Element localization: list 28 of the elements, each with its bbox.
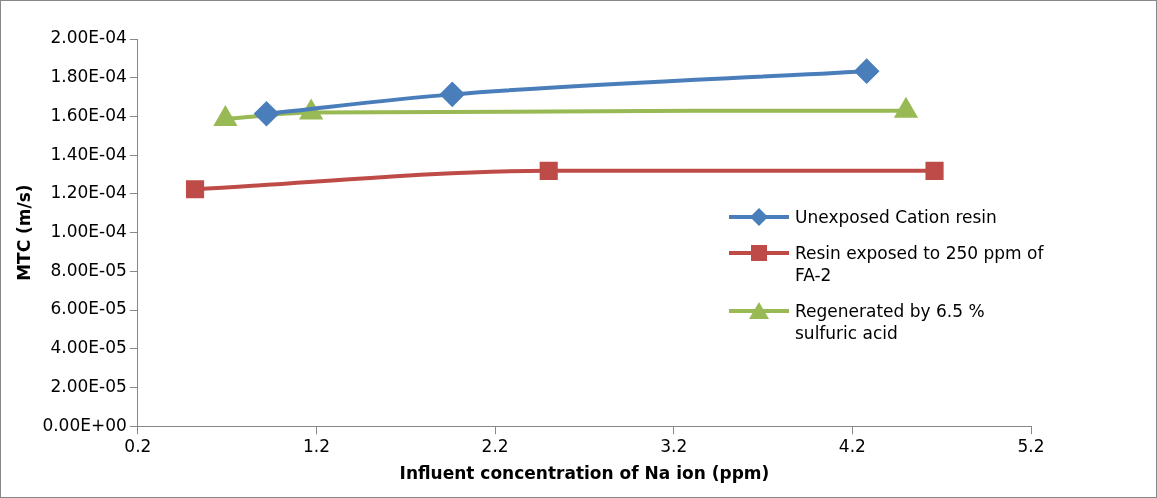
y-tick-label: 2.00E-05 <box>50 375 127 396</box>
y-tick-label: 1.60E-04 <box>50 104 127 125</box>
point <box>185 180 205 199</box>
point <box>254 101 279 126</box>
point <box>440 82 465 107</box>
legend-label: Unexposed Cation resin <box>795 206 998 228</box>
legend-label: Regenerated by 6.5 % sulfuric acid <box>795 300 986 344</box>
x-tick-label: 3.2 <box>660 435 688 456</box>
y-tick-label: 1.80E-04 <box>50 66 127 87</box>
y-tick-label: 2.00E-04 <box>50 27 127 48</box>
x-tick-label: 4.2 <box>838 435 866 456</box>
point <box>925 161 944 180</box>
x-axis-title: Influent concentration of Na ion (ppm) <box>399 463 770 484</box>
y-tick-label: 1.20E-04 <box>50 182 127 203</box>
y-tick-label: 6.00E-05 <box>50 298 127 319</box>
x-tick-label: 2.2 <box>481 435 509 456</box>
legend-label: Resin exposed to 250 ppm of FA-2 <box>795 242 1045 286</box>
x-tick-label: 1.2 <box>302 435 331 456</box>
y-tick-label: 1.00E-04 <box>50 221 127 242</box>
y-tick-label: 4.00E-05 <box>50 337 127 358</box>
point <box>854 59 879 84</box>
y-tick-label: 1.40E-04 <box>50 143 127 164</box>
x-tick-label: 5.2 <box>1017 435 1045 456</box>
y-axis-title: MTC (m/s) <box>13 184 34 281</box>
y-tick-label: 0.00E+00 <box>42 414 127 435</box>
x-tick-label: 0.2 <box>124 435 152 456</box>
y-tick-label: 8.00E-05 <box>50 259 127 280</box>
point <box>539 161 558 180</box>
